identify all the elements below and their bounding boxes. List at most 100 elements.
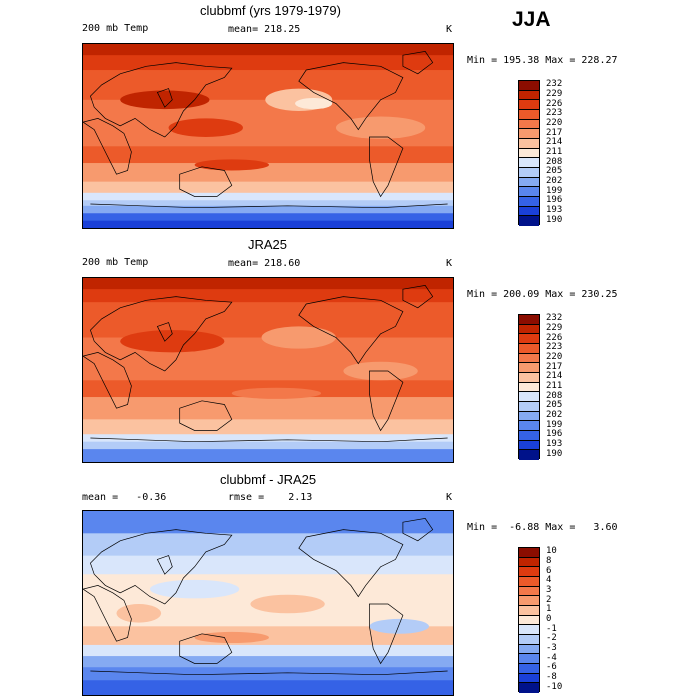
coastline <box>402 518 434 542</box>
colorbar-tick-label: 199 <box>546 419 563 430</box>
colorbar-tick-label: 229 <box>546 89 563 99</box>
coastline <box>90 437 448 443</box>
colorbar-swatch <box>519 109 539 120</box>
colorbar-tick-label: 232 <box>546 79 563 90</box>
colorbar-swatch <box>519 634 539 645</box>
contour-region <box>149 579 240 599</box>
coastline <box>298 529 404 598</box>
contour-band <box>83 680 453 695</box>
contour-region <box>168 118 243 137</box>
contour-band <box>83 192 453 201</box>
contour-region <box>194 159 269 171</box>
colorbar-swatch <box>519 557 539 568</box>
coastline <box>156 88 173 108</box>
colorbar-tick-label: 8 <box>546 556 552 566</box>
contour-band <box>83 181 453 194</box>
panel-1-title: clubbmf (yrs 1979-1979) <box>200 3 341 18</box>
colorbar-swatch <box>519 605 539 616</box>
colorbar-tick-label: 193 <box>546 205 563 215</box>
colorbar-tick-label: 202 <box>546 410 563 420</box>
colorbar-tick-label: 205 <box>546 166 563 177</box>
coastline <box>179 166 233 197</box>
contour-region <box>231 387 322 399</box>
colorbar-swatch <box>519 430 539 441</box>
contour-band <box>83 656 453 668</box>
colorbar-tick-label: 190 <box>546 214 563 225</box>
colorbar-swatch <box>519 586 539 597</box>
colorbar-swatch <box>519 334 539 344</box>
panel-1-map <box>82 43 454 229</box>
panel-2-mean: mean= 218.60 <box>228 258 301 269</box>
colorbar-tick-label: 214 <box>546 371 563 382</box>
contour-band <box>83 213 453 222</box>
colorbar-swatch <box>519 167 539 178</box>
colorbar-swatch <box>519 100 539 110</box>
contour-region <box>261 326 336 349</box>
coastline <box>89 529 233 605</box>
panel-2-units: K <box>446 258 453 269</box>
panel-1-minmax: Min = 195.38 Max = 228.27 <box>467 55 618 66</box>
colorbar-swatch <box>519 129 539 139</box>
contour-region <box>343 559 403 575</box>
map-field <box>83 511 453 695</box>
contour-band <box>83 44 453 56</box>
contour-band <box>83 278 453 290</box>
colorbar-swatch <box>519 576 539 587</box>
colorbar-tick-label: 220 <box>546 118 563 128</box>
colorbar-swatch <box>519 567 539 577</box>
contour-region <box>116 604 162 623</box>
colorbar-tick-label: 223 <box>546 342 563 353</box>
contour-band <box>83 511 453 534</box>
contour-band <box>83 220 453 228</box>
coastline <box>89 62 233 138</box>
colorbar-tick-label: -3 <box>546 643 557 653</box>
contour-region <box>250 594 325 614</box>
panel-3-colorbar <box>518 547 540 693</box>
contour-region <box>295 97 333 110</box>
colorbar-swatch <box>519 615 539 626</box>
map-field <box>83 44 453 228</box>
colorbar-swatch <box>519 382 539 393</box>
colorbar-tick-label: 217 <box>546 361 563 372</box>
season-label: JJA <box>512 8 551 31</box>
colorbar-tick-label: 220 <box>546 352 563 362</box>
contour-band <box>83 667 453 681</box>
coastline <box>369 603 404 665</box>
colorbar-tick-label: 232 <box>546 313 563 324</box>
colorbar-tick-label: 211 <box>546 147 563 157</box>
contour-band <box>83 626 453 646</box>
colorbar-tick-label: 226 <box>546 332 563 343</box>
colorbar-swatch <box>519 450 539 460</box>
colorbar-swatch <box>519 324 539 335</box>
contour-band <box>83 200 453 207</box>
colorbar-tick-label: 6 <box>546 565 552 576</box>
colorbar-tick-label: 229 <box>546 323 563 333</box>
colorbar-swatch <box>519 90 539 101</box>
colorbar-swatch <box>519 353 539 364</box>
colorbar-tick-label: -2 <box>546 633 557 644</box>
contour-band <box>83 289 453 303</box>
coastline <box>83 352 132 409</box>
contour-region <box>120 90 210 110</box>
colorbar-swatch <box>519 148 539 159</box>
colorbar-swatch <box>519 401 539 412</box>
colorbar-tick-label: 10 <box>546 546 557 557</box>
colorbar-tick-label: 205 <box>546 400 563 411</box>
coastline <box>89 296 233 372</box>
colorbar-swatch <box>519 315 539 325</box>
colorbar-swatch <box>519 177 539 188</box>
colorbar-tick-label: -6 <box>546 662 557 673</box>
colorbar-swatch <box>519 411 539 422</box>
contour-band <box>83 419 453 435</box>
panel-3-units: K <box>446 492 453 503</box>
colorbar-tick-label: 199 <box>546 185 563 196</box>
coastline <box>402 285 434 309</box>
panel-2-minmax: Min = 200.09 Max = 230.25 <box>467 289 618 300</box>
coastline <box>90 670 448 676</box>
colorbar-tick-label: 214 <box>546 137 563 148</box>
panel-2-colorbar <box>518 314 540 460</box>
colorbar-swatch <box>519 196 539 207</box>
colorbar-tick-label: 202 <box>546 176 563 186</box>
contour-region <box>369 618 429 634</box>
contour-band <box>83 533 453 557</box>
